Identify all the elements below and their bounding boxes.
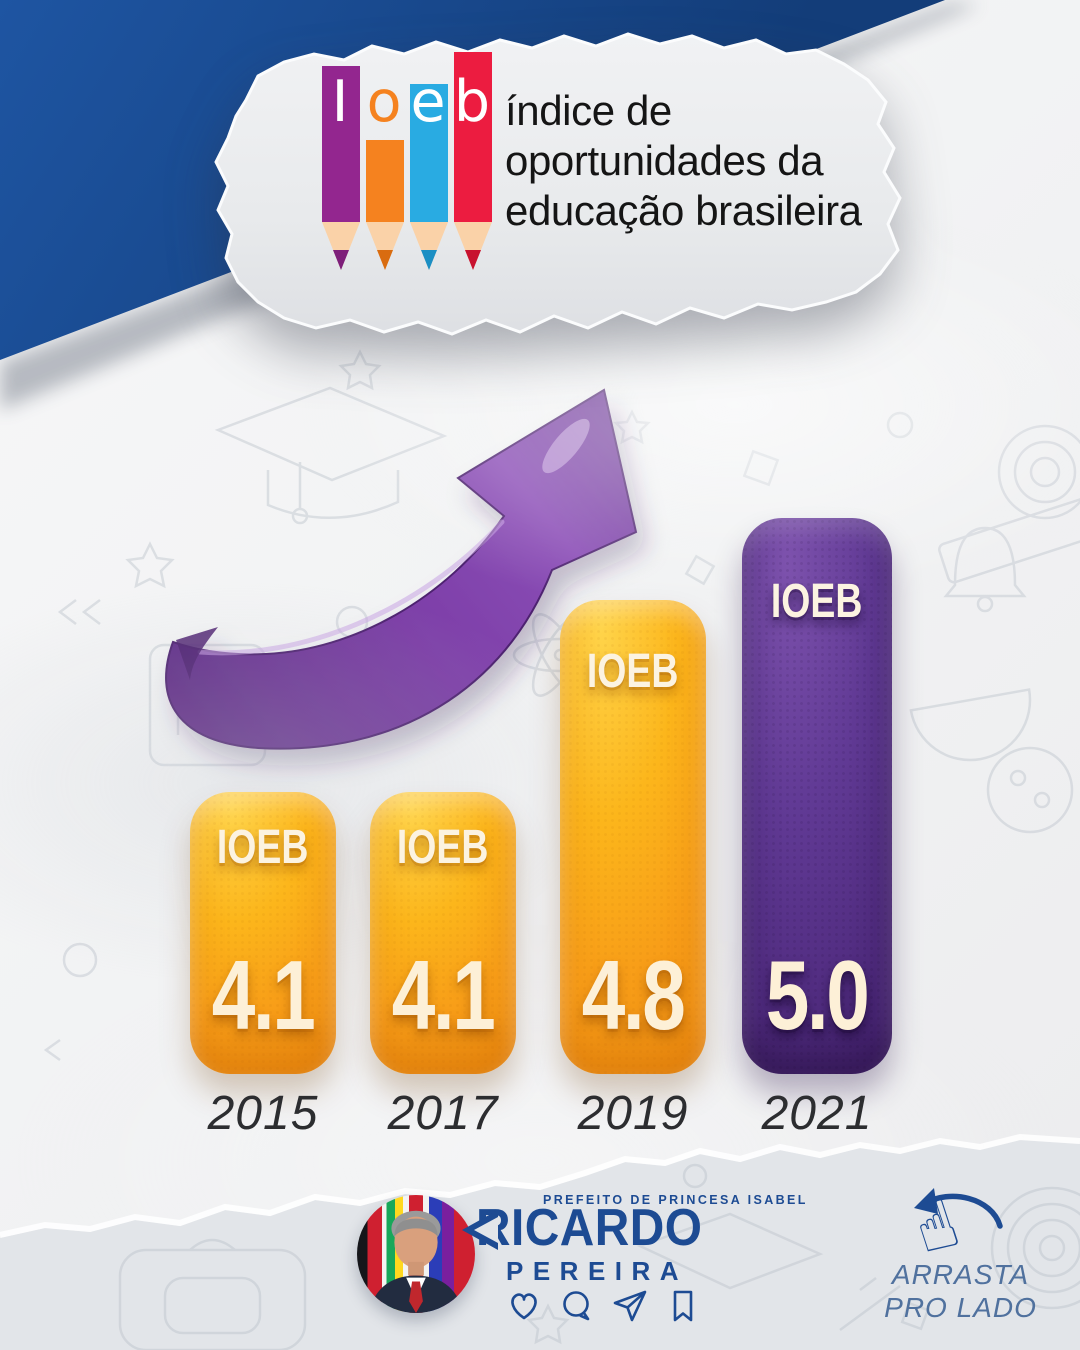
mayor-photo xyxy=(357,1195,475,1313)
bar-value: 4.8 xyxy=(582,940,686,1050)
ioeb-logo-pencils xyxy=(322,52,492,270)
bar-series-label: IOEB xyxy=(587,645,679,698)
axis-label-2017: 2017 xyxy=(387,1087,499,1140)
heart-icon[interactable] xyxy=(506,1288,542,1324)
swipe-hint-text[interactable]: ARRASTA PRO LADO xyxy=(873,1258,1048,1324)
bookmark-icon[interactable] xyxy=(665,1288,701,1324)
mayor-illustration xyxy=(368,1210,464,1313)
swipe-arrow-icon xyxy=(914,1188,1003,1229)
title-line-2: oportunidades da xyxy=(505,137,824,184)
bar-2015: IOEB 4.1 xyxy=(190,792,336,1074)
axis-label-2019: 2019 xyxy=(577,1087,689,1140)
title-line-1: índice de xyxy=(505,87,672,134)
pencil-purple xyxy=(322,66,360,270)
brand-r-wedge-icon xyxy=(462,1210,498,1250)
logo-letter-b: b xyxy=(453,69,491,135)
bar-value: 5.0 xyxy=(766,940,870,1050)
bar-series-label: IOEB xyxy=(217,821,309,874)
swipe-line-1: ARRASTA xyxy=(891,1259,1030,1290)
pencil-blue xyxy=(410,84,448,270)
social-icons-row xyxy=(506,1288,701,1324)
share-icon[interactable] xyxy=(612,1288,648,1324)
bar-value: 4.1 xyxy=(392,940,496,1050)
title-line-3: educação brasileira xyxy=(505,187,862,234)
comment-icon[interactable] xyxy=(559,1288,595,1324)
axis-label-2021: 2021 xyxy=(761,1087,873,1140)
bar-value: 4.1 xyxy=(212,940,316,1050)
logo-letter-o: o xyxy=(366,69,402,135)
mayor-last-name: PEREIRA xyxy=(506,1256,689,1286)
axis-label-2015: 2015 xyxy=(207,1087,319,1140)
bar-2017: IOEB 4.1 xyxy=(370,792,516,1074)
office-label: PREFEITO DE PRINCESA ISABEL xyxy=(543,1193,808,1207)
ioeb-title: índice de oportunidades da educação bras… xyxy=(505,86,905,236)
pencil-red xyxy=(454,52,492,270)
swipe-line-2: PRO LADO xyxy=(884,1292,1037,1323)
bar-series-label: IOEB xyxy=(771,575,863,628)
pencil-orange xyxy=(366,140,404,270)
logo-letter-i: I xyxy=(331,69,349,135)
bar-2019: IOEB 4.8 xyxy=(560,600,706,1074)
bar-series-label: IOEB xyxy=(397,821,489,874)
bar-2021: IOEB 5.0 xyxy=(742,518,892,1074)
logo-letter-e: e xyxy=(410,69,446,135)
mayor-first-name: RICARDO xyxy=(476,1199,703,1257)
doodle-pattern-bottom xyxy=(118,1163,1080,1350)
